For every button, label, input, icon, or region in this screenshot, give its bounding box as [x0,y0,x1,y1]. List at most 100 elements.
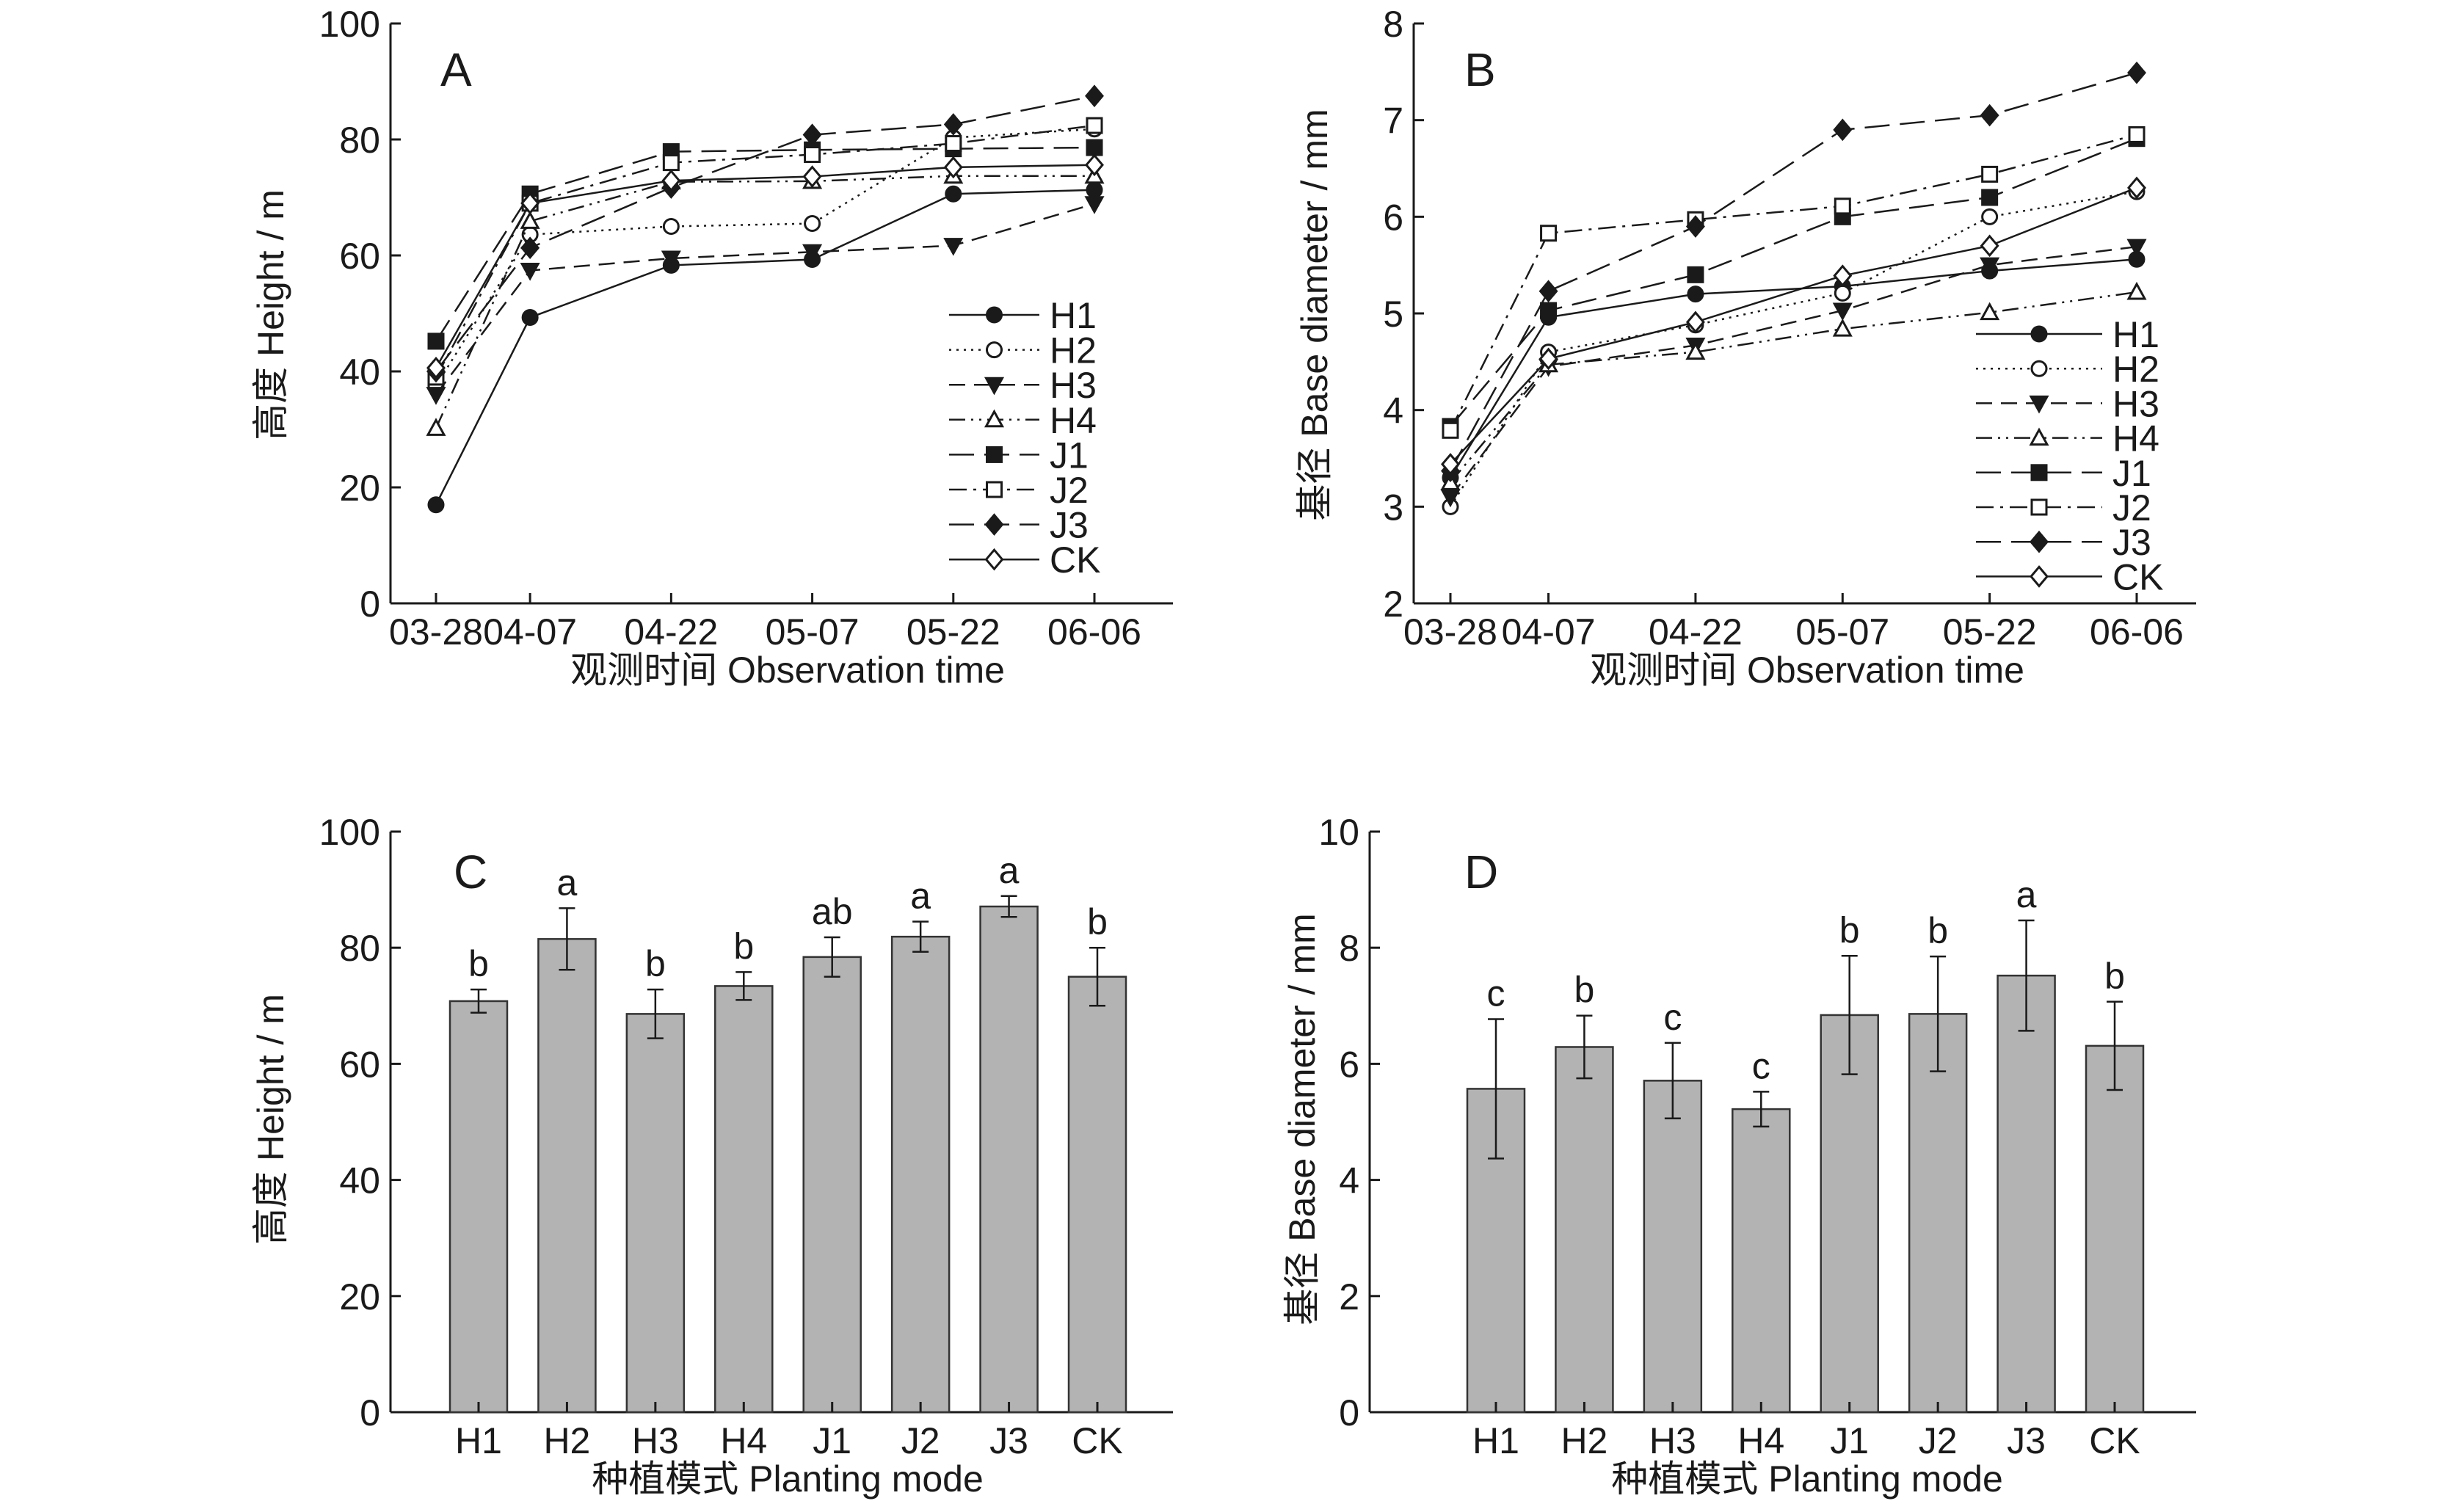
series-line [1450,245,2137,498]
y-tick-label: 6 [1339,1044,1359,1085]
significance-label: b [1839,909,1860,951]
legend-item-ck: CK [1976,556,2163,597]
bar [537,938,597,1414]
significance-label: b [1087,901,1108,942]
y-tick-label: 80 [339,928,380,969]
data-point [1086,117,1103,134]
panel-label: C [454,846,487,898]
y-tick-label: 0 [360,584,380,625]
data-point [1540,225,1558,242]
data-point [427,332,445,350]
legend-label: H4 [1050,400,1097,441]
x-tick-label: H2 [1561,1420,1607,1461]
data-point [520,236,540,260]
significance-label: b [1574,970,1595,1011]
legend-item-h3: H3 [949,365,1097,406]
bar [714,985,774,1414]
legend-label: J3 [2112,522,2151,563]
bar-group-j2: b J2 [1908,910,1968,1461]
data-point [661,169,681,192]
legend-item-h1: H1 [949,295,1097,336]
bar [2085,1044,2145,1414]
data-point [520,192,540,215]
data-point [2030,565,2049,588]
legend-item-h2: H2 [1976,349,2159,390]
data-point [1687,286,1704,303]
data-point [1086,181,1103,199]
data-point [945,135,962,153]
data-point [426,418,446,436]
x-tick-label: 04-22 [624,611,718,653]
y-tick-label: 4 [1383,390,1403,432]
data-point [1980,103,1999,127]
data-point [943,238,964,256]
y-tick-label: 5 [1383,294,1403,335]
y-tick-label: 40 [339,352,380,393]
bar [890,935,951,1414]
legend-item-j3: J3 [1976,522,2151,563]
data-point [986,306,1003,324]
legend-label: H1 [1050,295,1097,336]
y-tick-label: 6 [1383,197,1403,238]
y-axis-title: 高度 Height / m [250,994,291,1245]
x-tick-label: 03-28 [389,611,483,653]
bar [448,1000,509,1414]
data-point [2126,239,2147,258]
y-axis-title: 高度 Height / m [250,189,291,440]
bar-group-h3: c H3 [1643,997,1703,1461]
data-point [1538,347,1558,371]
legend-item-h1: H1 [1976,314,2159,355]
bar-group-h4: c H4 [1732,1045,1791,1461]
bar-group-h1: b H1 [448,943,509,1461]
data-point [1981,208,1999,225]
data-point [1834,284,1851,302]
data-point [1085,153,1104,177]
data-point [1440,489,1461,508]
data-point [2030,498,2048,516]
panel-c: 0 20 40 60 80 100 C 种植模式 Planting mode 高度 Height… [250,812,1173,1500]
bar-group-j2: a J2 [890,876,951,1461]
series-j3 [1441,61,2146,482]
bar [1908,1013,1968,1414]
data-point [1980,234,1999,258]
bar [1643,1080,1703,1414]
x-tick-label: J2 [901,1420,940,1461]
x-tick-label: H4 [720,1420,767,1461]
legend-label: J3 [1050,505,1089,546]
legend-label: H2 [2112,349,2159,390]
series-line [435,128,1095,387]
series-line [1449,71,2137,472]
panel-label: A [440,43,472,96]
y-tick-label: 7 [1383,101,1403,142]
legend-label: J1 [2112,453,2151,494]
legend-item-h4: H4 [1976,418,2159,459]
legend-label: H3 [1050,365,1097,406]
data-point [1687,266,1704,283]
data-point [943,156,963,179]
bar [1820,1014,1879,1414]
data-point [802,165,822,188]
data-point [1085,84,1104,108]
data-point [986,446,1003,463]
data-point [984,513,1004,536]
legend-item-j2: J2 [949,470,1089,511]
data-point [1084,196,1105,214]
data-point [661,250,681,269]
data-point [2029,427,2049,446]
legend-item-h4: H4 [949,400,1097,441]
series-line [1450,186,2137,465]
data-point [1832,318,1853,337]
x-tick-label: 05-22 [907,611,1000,653]
data-point [986,481,1003,498]
series-line [1450,137,2137,427]
y-tick-label: 60 [339,1044,380,1085]
y-tick-label: 20 [339,468,380,509]
significance-label: c [1663,997,1682,1038]
series-line [435,146,1095,342]
x-tick-label: H1 [1472,1420,1519,1461]
data-point [2030,530,2049,553]
y-tick-label: 80 [339,120,380,161]
data-point [804,215,821,233]
y-axis-title: 基径 Base diameter / mm [1294,109,1335,520]
data-point [1981,165,1999,183]
